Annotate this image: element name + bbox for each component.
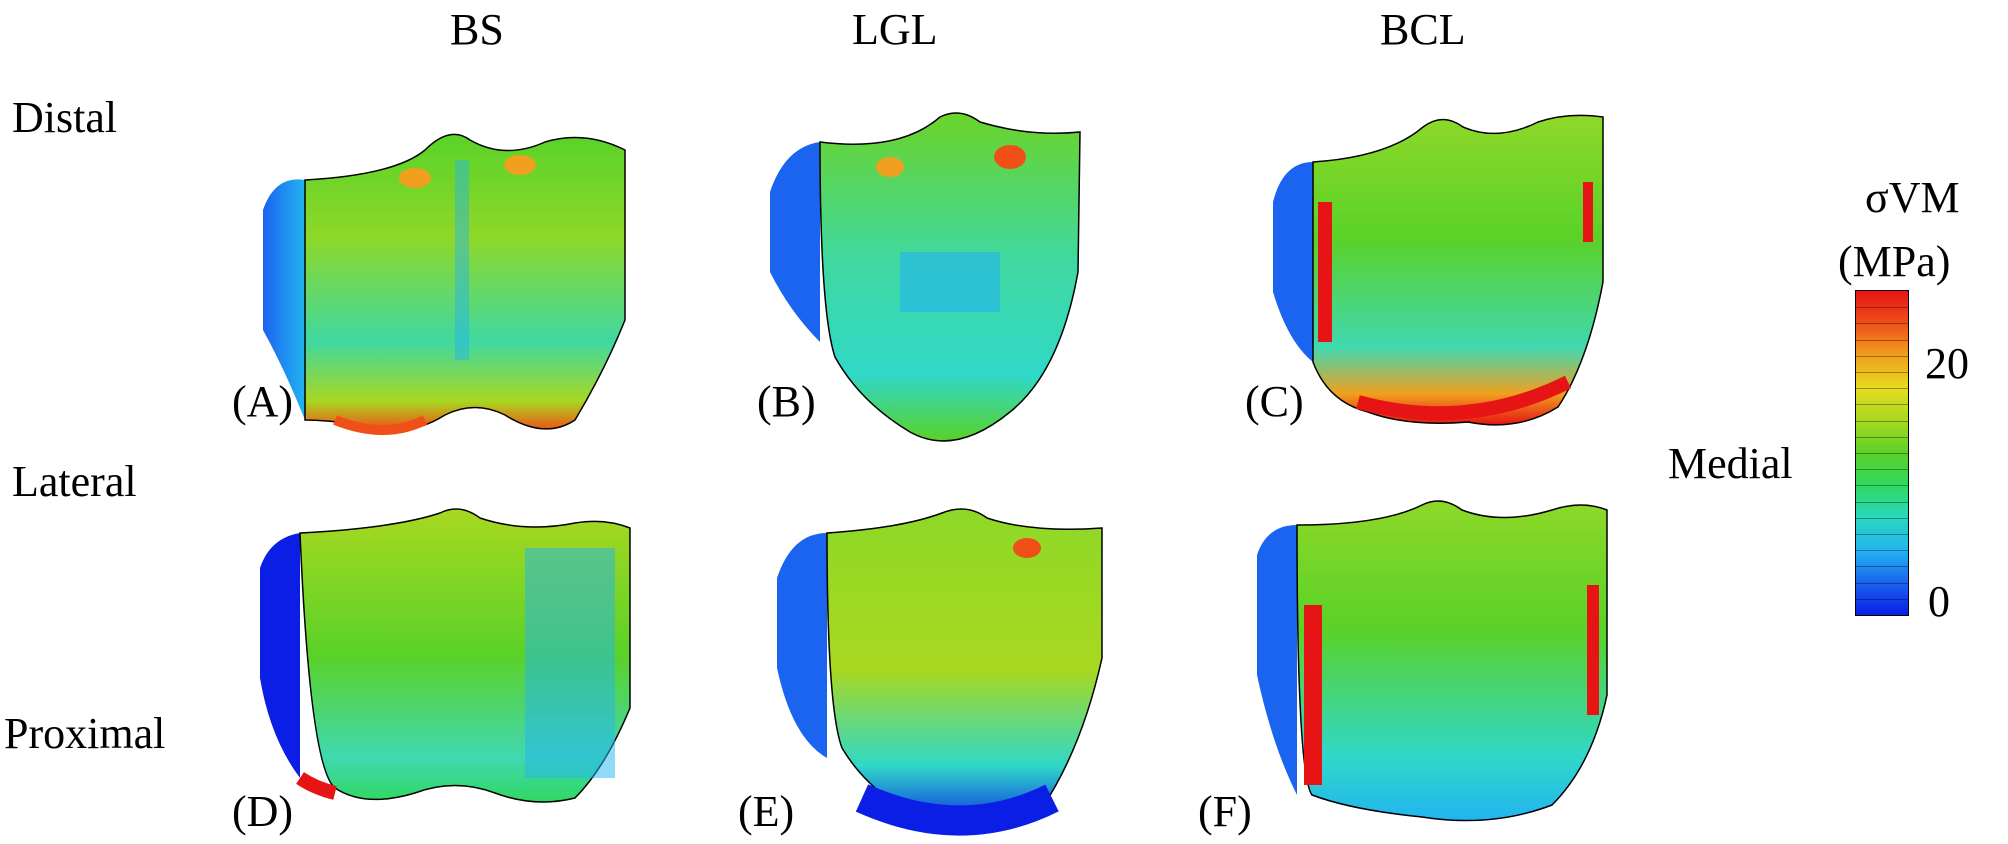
panel-e-stress-map xyxy=(772,508,1112,838)
colorbar-band-line xyxy=(1856,517,1908,519)
column-header-lgl: LGL xyxy=(852,5,938,54)
colorbar-band-line xyxy=(1856,404,1908,406)
colorbar-band-line xyxy=(1856,307,1908,309)
bone-stress-render xyxy=(1273,114,1604,426)
label-lateral: Lateral xyxy=(12,457,137,506)
colorbar-max-label: 20 xyxy=(1925,339,1969,388)
colorbar-band-line xyxy=(1856,453,1908,454)
colorbar-band-line xyxy=(1856,436,1908,438)
panel-label-b: (B) xyxy=(757,377,816,426)
colorbar-min-label: 0 xyxy=(1928,577,1950,626)
colorbar-band-line xyxy=(1856,598,1908,600)
bone-stress-render xyxy=(777,508,1103,836)
colorbar-band-line xyxy=(1856,550,1908,552)
colorbar xyxy=(1855,290,1909,616)
bone-stress-render xyxy=(260,508,631,803)
panel-label-c: (C) xyxy=(1245,377,1304,426)
label-distal: Distal xyxy=(12,93,118,142)
colorbar-band-line xyxy=(1856,485,1908,487)
bone-stress-render xyxy=(263,133,626,435)
panel-d-stress-map xyxy=(255,508,645,808)
label-proximal: Proximal xyxy=(4,709,166,758)
panel-b-stress-map xyxy=(760,112,1100,447)
panel-a-stress-map xyxy=(255,120,655,440)
colorbar-band-line xyxy=(1856,388,1908,390)
panel-label-e: (E) xyxy=(738,787,795,836)
panel-label-d: (D) xyxy=(232,787,294,836)
column-header-bcl: BCL xyxy=(1380,5,1466,54)
colorbar-title-symbol: σVM xyxy=(1865,173,1960,222)
colorbar-band-line xyxy=(1856,566,1908,568)
colorbar-band-line xyxy=(1856,534,1908,535)
column-header-bs: BS xyxy=(450,5,504,54)
colorbar-band-line xyxy=(1856,372,1908,373)
colorbar-band-line xyxy=(1856,355,1908,357)
label-medial: Medial xyxy=(1668,439,1793,488)
colorbar-band-line xyxy=(1856,339,1908,341)
bone-stress-render xyxy=(770,112,1081,442)
colorbar-band-line xyxy=(1856,582,1908,584)
colorbar-band-line xyxy=(1856,323,1908,325)
colorbar-title-unit: (MPa) xyxy=(1838,237,1951,286)
panel-c-stress-map xyxy=(1268,112,1618,432)
bone-stress-render xyxy=(1257,500,1608,822)
panel-f-stress-map xyxy=(1252,495,1622,828)
colorbar-band-line xyxy=(1856,501,1908,503)
panel-label-a: (A) xyxy=(232,377,294,426)
panel-label-f: (F) xyxy=(1198,787,1252,836)
colorbar-band-line xyxy=(1856,420,1908,422)
colorbar-band-line xyxy=(1856,469,1908,471)
